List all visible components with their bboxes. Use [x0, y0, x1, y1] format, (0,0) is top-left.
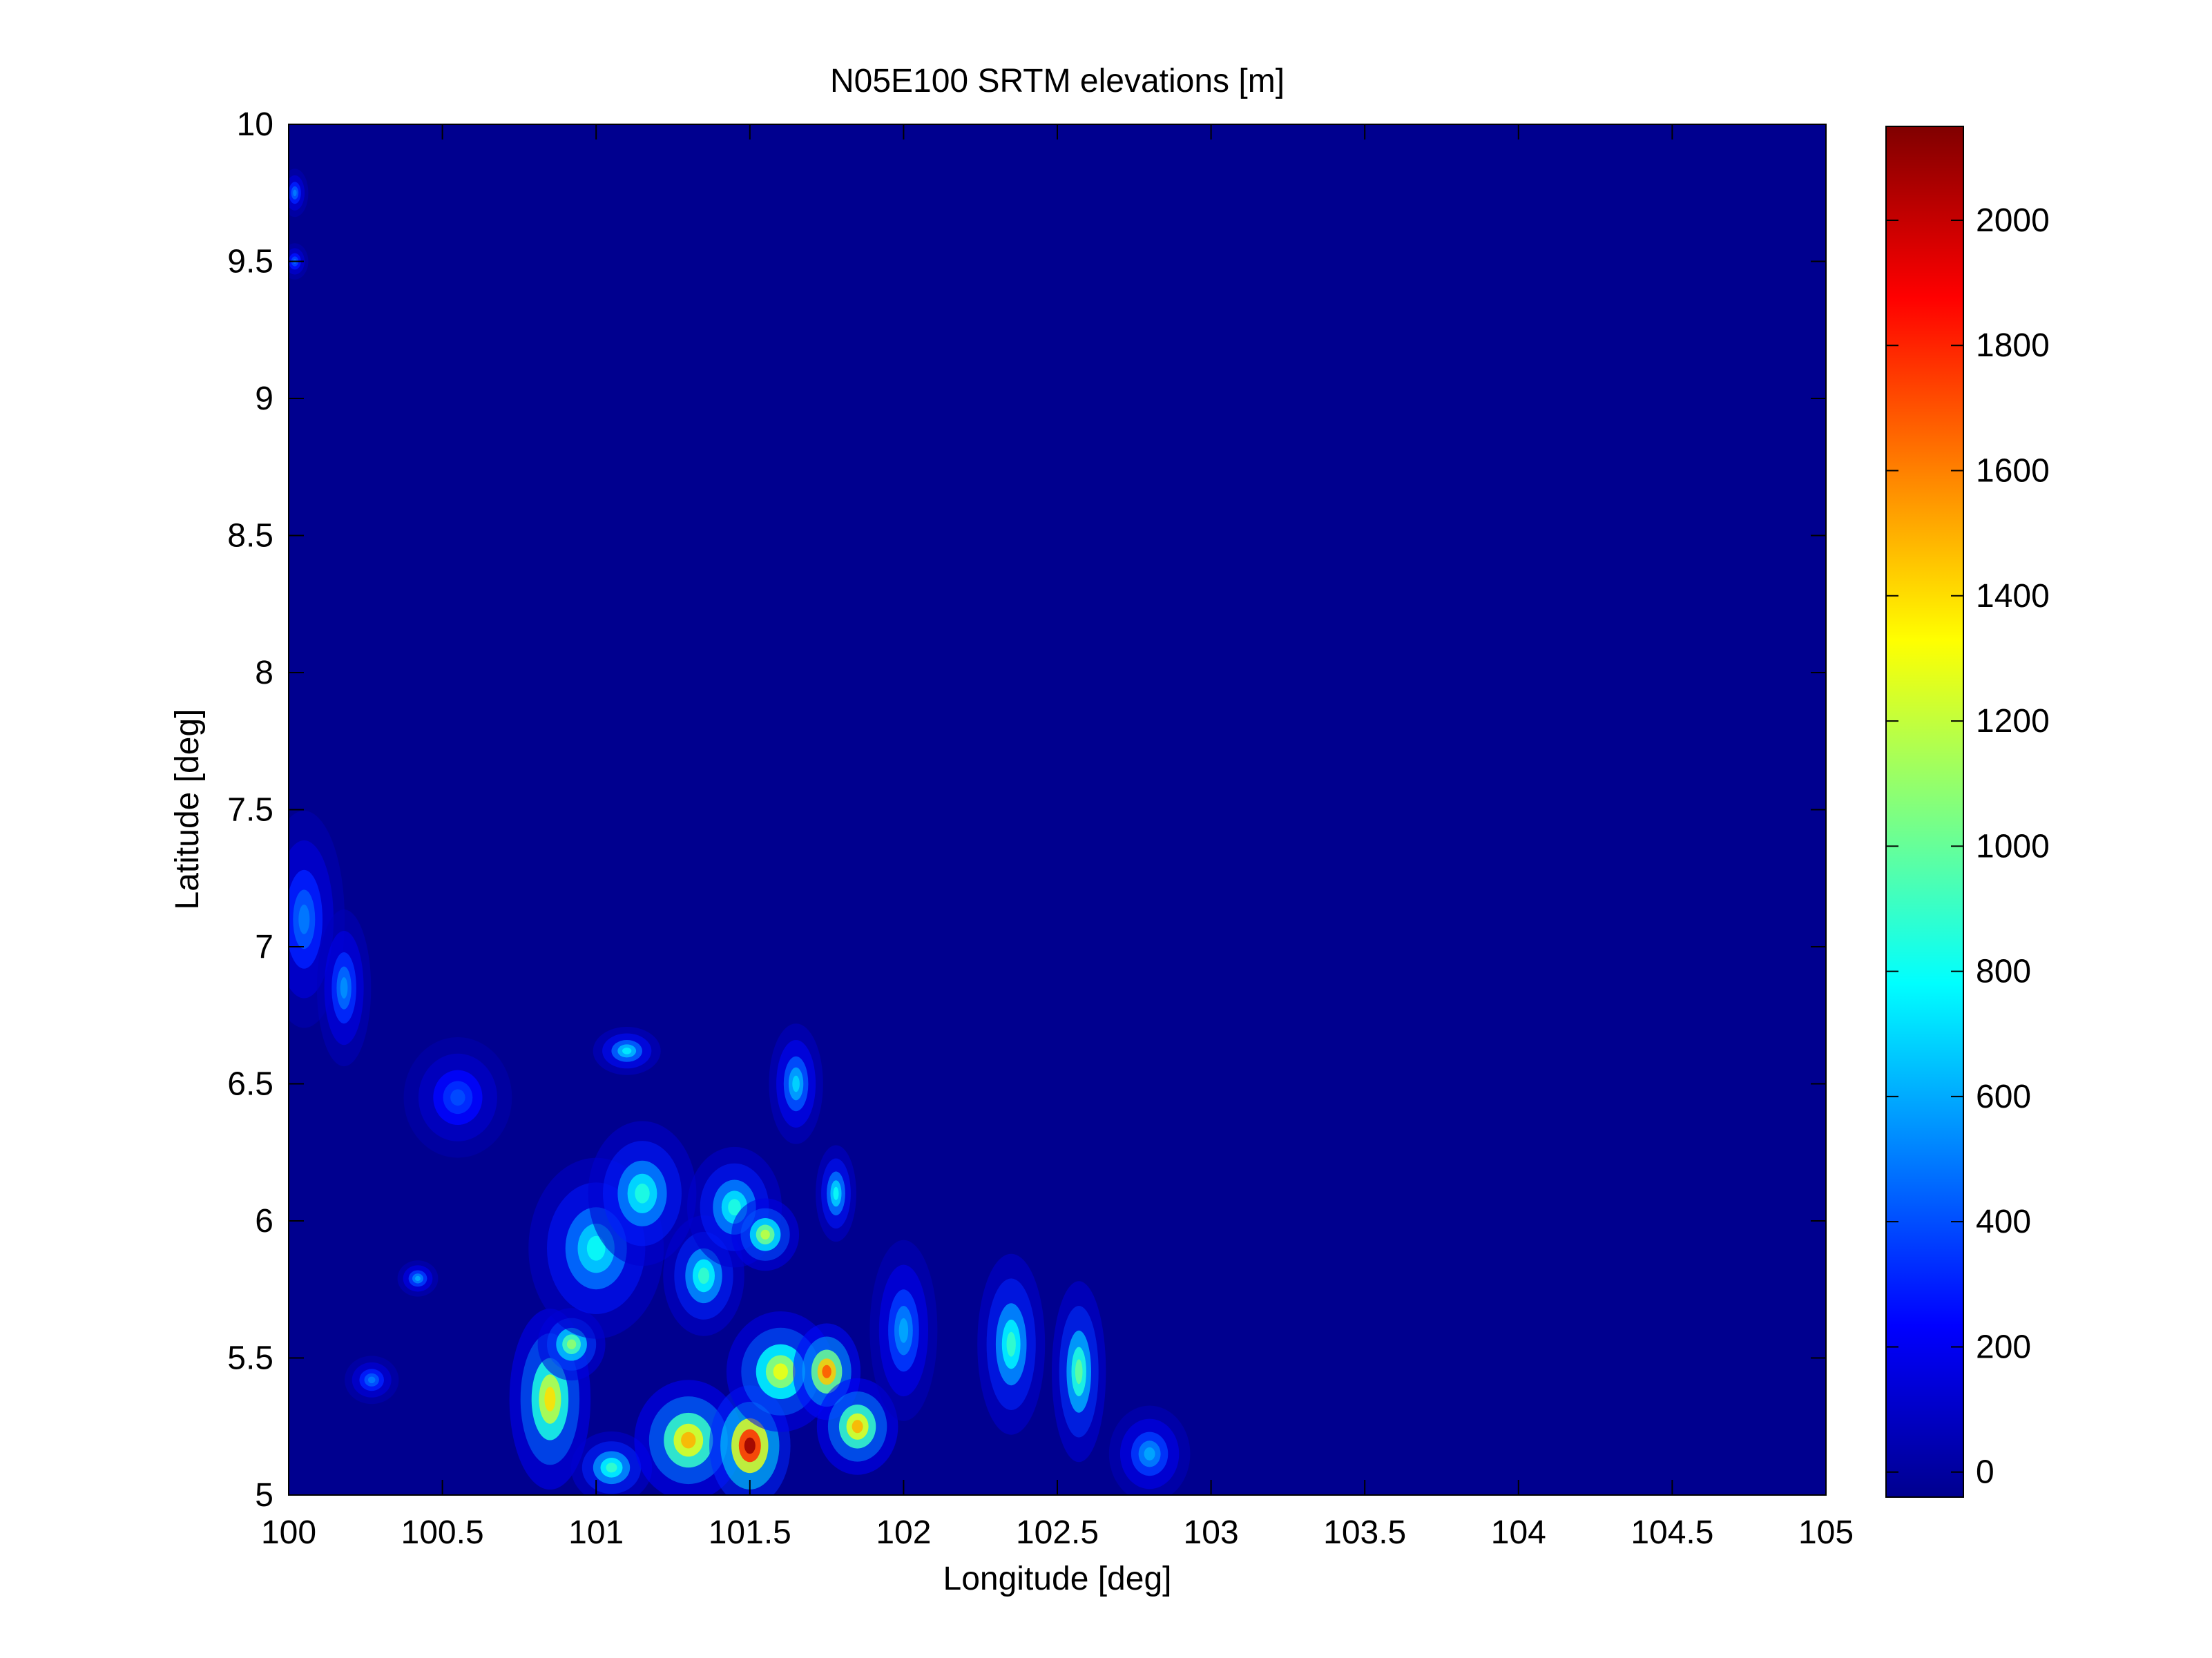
x-axis-label: Longitude [deg] [943, 1561, 1172, 1597]
y-tick-label: 6.5 [227, 1066, 273, 1103]
colorbar: 0 200 400 600 800 1000 1200 1400 1600 1800 2000 [1885, 126, 2050, 1498]
elevation-feature [1052, 1281, 1106, 1463]
y-tick-label: 8.5 [227, 518, 273, 555]
y-tick-label: 9 [255, 380, 273, 417]
y-tick-label: 5.5 [227, 1340, 273, 1377]
x-tick-label: 103.5 [1323, 1514, 1406, 1551]
colorbar-tick-label: 400 [1976, 1204, 2031, 1240]
elevation-feature [345, 1356, 399, 1405]
y-tick-label: 10 [237, 106, 273, 143]
chart-title: N05E100 SRTM elevations [m] [830, 63, 1285, 99]
x-tick-label: 103 [1184, 1514, 1239, 1551]
elevation-feature [397, 1260, 439, 1297]
elevation-feature [593, 1027, 661, 1075]
elevation-feature [588, 1121, 697, 1266]
elevation-feature [816, 1145, 856, 1242]
x-tick-label: 101 [568, 1514, 624, 1551]
colorbar-tick-label: 1200 [1976, 703, 2050, 740]
elevation-feature [816, 1378, 898, 1475]
x-tick-label: 101.5 [709, 1514, 791, 1551]
elevation-feature [403, 1037, 512, 1158]
y-tick-label: 6 [255, 1203, 273, 1240]
colorbar-tick-label: 1800 [1976, 327, 2050, 364]
colorbar-tick-label: 0 [1976, 1454, 1994, 1491]
y-tick-label: 7 [255, 929, 273, 965]
elevation-feature [977, 1253, 1046, 1435]
elevation-feature [731, 1198, 800, 1271]
x-tick-label: 102 [876, 1514, 931, 1551]
colorbar-tick-label: 1400 [1976, 578, 2050, 615]
colorbar-tick-label: 1600 [1976, 453, 2050, 490]
x-tick-label: 100 [261, 1514, 316, 1551]
colorbar-gradient [1886, 126, 1963, 1497]
y-axis-label: Latitude [deg] [169, 709, 206, 910]
elevation-feature [869, 1240, 938, 1421]
colorbar-frame [1885, 126, 1964, 1498]
plot-background [289, 124, 1826, 1495]
x-tick-label: 105 [1798, 1514, 1854, 1551]
y-axis: 5 5.5 6 6.5 7 7.5 8 8.5 9 9.5 10 [227, 106, 1826, 1514]
y-tick-label: 5 [255, 1477, 273, 1514]
x-axis: 100 100.5 101 101.5 102 102.5 103 103.5 104 104.5… [261, 124, 1854, 1551]
colorbar-ticks: 0 200 400 600 800 1000 1200 1400 1600 1800 2000 [1886, 202, 2050, 1491]
elevation-feature [316, 909, 372, 1067]
x-tick-label: 104.5 [1631, 1514, 1713, 1551]
elevation-features [289, 168, 1191, 1495]
elevation-feature [289, 168, 309, 218]
plot-area [288, 124, 1827, 1496]
elevation-feature [570, 1431, 653, 1495]
elevation-feature [769, 1023, 823, 1144]
y-tick-label: 7.5 [227, 792, 273, 829]
colorbar-tick-label: 800 [1976, 954, 2031, 990]
colorbar-tick-label: 1000 [1976, 828, 2050, 865]
colorbar-tick-label: 2000 [1976, 202, 2050, 239]
y-tick-label: 8 [255, 655, 273, 691]
y-tick-label: 9.5 [227, 244, 273, 280]
x-tick-label: 104 [1491, 1514, 1546, 1551]
elevation-feature [1108, 1405, 1191, 1495]
x-tick-label: 100.5 [401, 1514, 484, 1551]
x-tick-label: 102.5 [1016, 1514, 1099, 1551]
colorbar-tick-label: 200 [1976, 1329, 2031, 1365]
colorbar-tick-label: 600 [1976, 1079, 2031, 1115]
